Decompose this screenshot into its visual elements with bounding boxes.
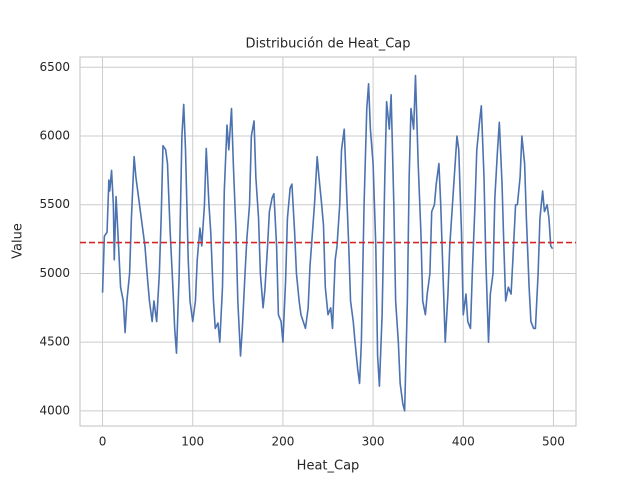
y-tick-label: 4000: [39, 403, 70, 417]
y-axis-label: Value: [11, 223, 26, 259]
x-tick-label: 400: [452, 435, 475, 449]
x-tick-label: 0: [99, 435, 107, 449]
y-tick-label: 5000: [39, 266, 70, 280]
y-tick-label: 6500: [39, 60, 70, 74]
plot-frame: [79, 56, 577, 427]
chart-title: Distribución de Heat_Cap: [245, 37, 410, 52]
x-tick-label: 500: [542, 435, 565, 449]
y-tick-label: 6000: [39, 129, 70, 143]
x-axis-label: Heat_Cap: [297, 459, 360, 474]
x-tick-label: 300: [362, 435, 385, 449]
grid: [80, 57, 576, 426]
data-line: [101, 74, 554, 412]
x-tick-label: 200: [271, 435, 294, 449]
y-tick-label: 5500: [39, 197, 70, 211]
x-tick-label: 100: [181, 435, 204, 449]
y-tick-label: 4500: [39, 335, 70, 349]
